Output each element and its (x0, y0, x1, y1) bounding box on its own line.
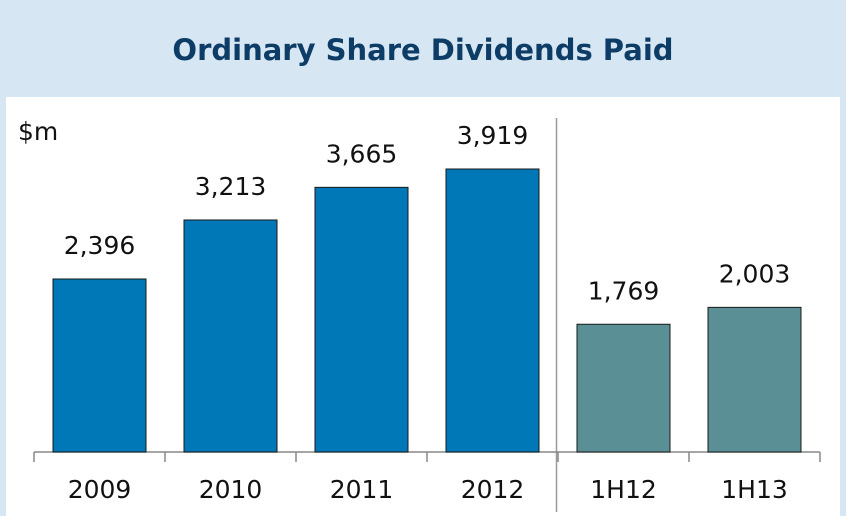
x-tick-label: 1H13 (721, 475, 788, 504)
bar (707, 306, 802, 453)
value-label: 3,213 (195, 172, 267, 201)
y-axis-label: $m (18, 117, 58, 146)
bar (183, 219, 278, 453)
x-tick-label: 2012 (461, 475, 525, 504)
x-tick-label: 2011 (330, 475, 394, 504)
x-tick-label: 1H12 (590, 475, 657, 504)
value-label: 2,003 (719, 259, 791, 288)
bar (445, 168, 540, 453)
chart-title: Ordinary Share Dividends Paid (172, 33, 673, 67)
value-label: 3,919 (457, 121, 529, 150)
bar (314, 186, 409, 453)
x-tick-label: 2010 (199, 475, 263, 504)
x-tick-label: 2009 (68, 475, 132, 504)
bar (576, 323, 671, 453)
value-label: 1,769 (588, 276, 660, 305)
bar (52, 278, 147, 453)
value-label: 3,665 (326, 139, 398, 168)
value-label: 2,396 (64, 231, 136, 260)
